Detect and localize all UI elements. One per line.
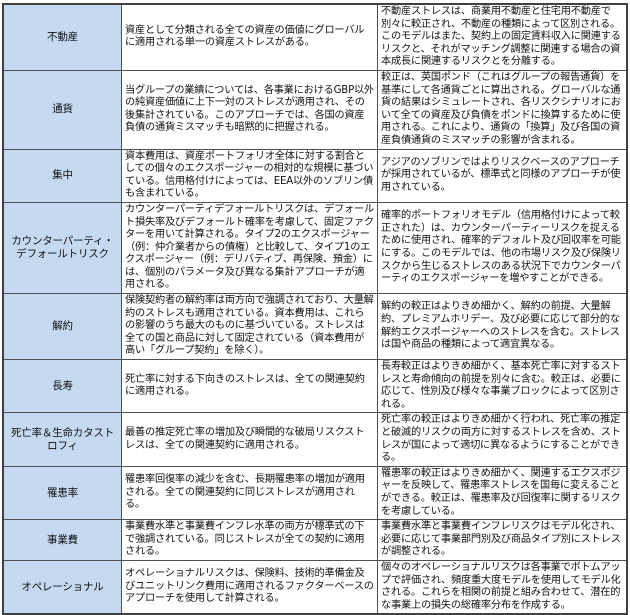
risk-category-label: 不動産 (2, 3, 122, 71)
internal-model-cell: 死亡率の較正はよりきめ細かく行われ、死亡率の推定と破滅的リスクの両方に対するスト… (377, 412, 628, 467)
table-row: カウンターパーティ・デフォールトリスク カウンターパーティデフォールトリスクは、デ… (2, 201, 628, 295)
standard-formula-cell: 当グループの業績については、各事業におけるGBP以外の純資産価値に上下一対のスト… (121, 69, 378, 150)
table-row: 集中 資本費用は、資産ポートフォリオ全体に対する割合としての個々のエクスポージャー… (2, 148, 628, 203)
standard-formula-cell: 保険契約者の解約率は両方向で強調されており、大量解約のストレスも適用されている。… (121, 293, 378, 361)
standard-formula-cell: 事業費水準と事業費インフレ水準の両方が標準式の下で強調されている。同じストレスが… (121, 519, 378, 561)
standard-formula-cell: 最善の推定死亡率の増加及び瞬間的な破局リスクストレスは、全ての関連契約に適用され… (121, 412, 378, 467)
risk-category-label: カウンターパーティ・デフォールトリスク (2, 201, 122, 295)
risk-category-label: 死亡率＆生命カタストロフィ (2, 412, 122, 467)
internal-model-cell: 確率的ポートフォリオモデル（信用格付けによって較正された）は、カウンターパーティ… (377, 201, 628, 295)
internal-model-cell: 個々のオペレーショナルリスクは各事業でボトムアップで評価され、頻度重大度モデルを… (377, 559, 628, 615)
internal-model-cell: 罹患率の較正はよりきめ細かく、関連するエクスポジャーを反映して、罹患率ストレスを… (377, 465, 628, 521)
internal-model-cell: 長寿較正はよりきめ細かく、基本死亡率に対するストレスと寿命傾向の前提を別々に含む… (377, 359, 628, 414)
internal-model-cell: アジアのソブリンではよりリスクベースのアプローチが採用されているが、標準式と同様… (377, 148, 628, 203)
standard-formula-cell: 罹患率回復率の減少を含む、長期罹患率の増加が適用される。全ての関連契約に同じスト… (121, 465, 378, 521)
risk-category-label: 事業費 (2, 519, 122, 561)
risk-category-label: 集中 (2, 148, 122, 203)
standard-formula-cell: 死亡率に対する下向きのストレスは、全ての関連契約に適用される。 (121, 359, 378, 414)
table-row: 死亡率＆生命カタストロフィ 最善の推定死亡率の増加及び瞬間的な破局リスクストレスは… (2, 412, 628, 467)
risk-category-label: 長寿 (2, 359, 122, 414)
internal-model-cell: 解約の較正はよりきめ細かく、解約の前提、大量解約、プレミアムホリデー、及び必要に… (377, 293, 628, 361)
standard-formula-cell: カウンターパーティデフォールトリスクは、デフォールト損失率及びデフォールト確率を… (121, 201, 378, 295)
standard-formula-cell: 資産として分類される全ての資産の価値にグローバルに適用される単一の資産ストレスが… (121, 3, 378, 71)
table-row: 通貨 当グループの業績については、各事業におけるGBP以外の純資産価値に上下一対の… (2, 69, 628, 150)
risk-category-label: 罹患率 (2, 465, 122, 521)
internal-model-cell: 事業費水準と事業費インフレリスクはモデル化され、必要に応じて事業部門別及び商品タ… (377, 519, 628, 561)
table-row: 解約 保険契約者の解約率は両方向で強調されており、大量解約のストレスも適用されてい… (2, 293, 628, 361)
risk-category-label: オペレーショナル (2, 559, 122, 615)
table-row: 罹患率 罹患率回復率の減少を含む、長期罹患率の増加が適用される。全ての関連契約に同… (2, 465, 628, 521)
table-row: オペレーショナル オペレーショナルリスクは、保険料、技術的準備金及びユニットリンク… (2, 559, 628, 615)
standard-formula-cell: 資本費用は、資産ポートフォリオ全体に対する割合としての個々のエクスポージャーの相… (121, 148, 378, 203)
risk-category-label: 通貨 (2, 69, 122, 150)
risk-category-label: 解約 (2, 293, 122, 361)
standard-formula-cell: オペレーショナルリスクは、保険料、技術的準備金及びユニットリンク費用に適用される… (121, 559, 378, 615)
table-body: 不動産 資産として分類される全ての資産の価値にグローバルに適用される単一の資産スト… (2, 3, 628, 615)
internal-model-cell: 不動産ストレスは、商業用不動産と住宅用不動産で別々に較正され、不動産の種類によっ… (377, 3, 628, 71)
table-row: 不動産 資産として分類される全ての資産の価値にグローバルに適用される単一の資産スト… (2, 3, 628, 71)
risk-comparison-table: 不動産 資産として分類される全ての資産の価値にグローバルに適用される単一の資産スト… (2, 3, 628, 615)
table-row: 長寿 死亡率に対する下向きのストレスは、全ての関連契約に適用される。 長寿較正はより… (2, 359, 628, 414)
table-row: 事業費 事業費水準と事業費インフレ水準の両方が標準式の下で強調されている。同じスト… (2, 519, 628, 561)
internal-model-cell: 較正は、英国ポンド（これはグループの報告通貨）を基準にして各通貨ごとに算出される… (377, 69, 628, 150)
